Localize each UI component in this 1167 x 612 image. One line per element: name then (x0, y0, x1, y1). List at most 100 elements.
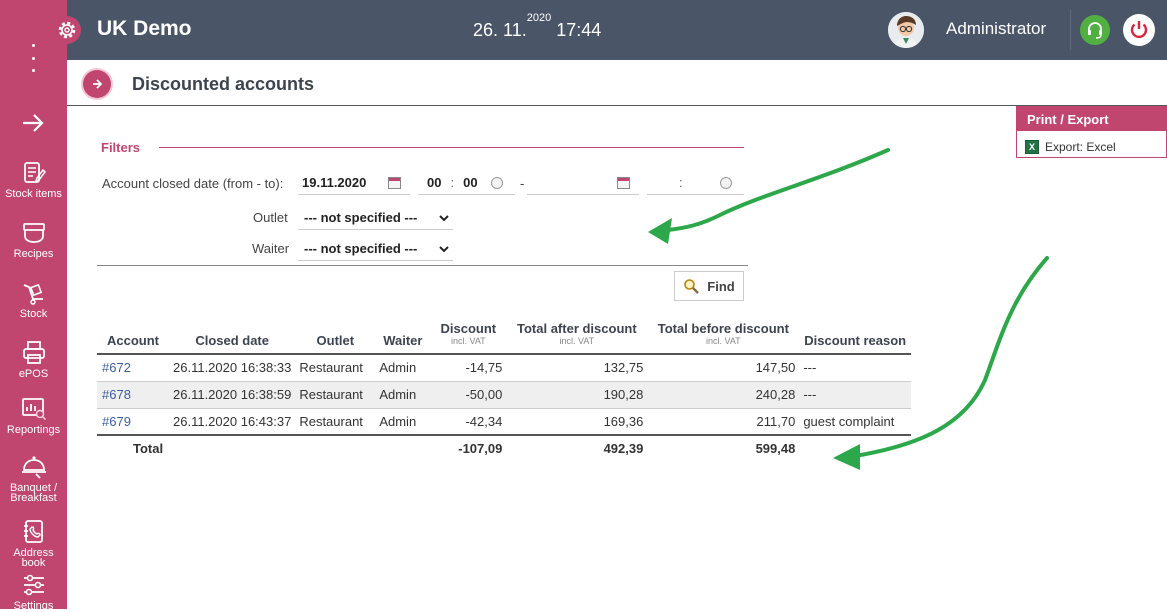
before-header-sub: incl. VAT (705, 336, 741, 346)
find-label: Find (707, 278, 735, 294)
magnifier-icon (684, 279, 700, 294)
date-to-input[interactable] (527, 171, 639, 195)
export-excel-button[interactable]: X Export: Excel (1017, 131, 1166, 157)
col-header-closed-date[interactable]: Closed date (169, 323, 296, 355)
col-header-discount[interactable]: Discount incl. VAT (430, 321, 507, 355)
account-link[interactable]: #678 (97, 381, 169, 409)
total-label: Total (97, 434, 431, 461)
reason-cell: guest complaint (799, 408, 911, 436)
outlet-cell: Restaurant (295, 354, 376, 382)
col-header-discount-reason[interactable]: Discount reason (799, 323, 911, 355)
outlet-label: Outlet (253, 210, 288, 225)
reason-cell: --- (799, 381, 911, 409)
sidebar-item-label: ePOS (18, 368, 49, 380)
expand-sidebar-arrow-icon[interactable] (20, 111, 46, 135)
table-row: #679 26.11.2020 16:43:37 Restaurant Admi… (97, 408, 911, 436)
filters-title: Filters (101, 140, 141, 155)
time-separator: : (679, 175, 683, 190)
col-header-account[interactable]: Account (97, 323, 169, 355)
avatar-illustration-icon (888, 12, 924, 48)
sidebar-item-label: Stock items (5, 188, 62, 200)
time-from-input[interactable]: 00 : 00 (418, 171, 515, 195)
sidebar-item-stock[interactable]: Stock (0, 280, 67, 320)
closed-date-cell: 26.11.2020 16:38:33 (169, 354, 296, 382)
date-from-value: 19.11.2020 (302, 175, 367, 190)
sidebar-item-label: Banquet / Breakfast (9, 482, 58, 504)
outlet-cell: Restaurant (295, 408, 376, 436)
filters-bottom-divider (97, 265, 748, 266)
closed-date-cell: 26.11.2020 16:38:59 (169, 381, 296, 409)
sidebar-item-address-book[interactable]: Address book (0, 519, 67, 569)
avatar[interactable] (888, 12, 924, 48)
logout-button[interactable] (1123, 14, 1155, 46)
discount-cell: -50,00 (430, 381, 507, 409)
sidebar: Stock items Recipes Stock ePOS Reporting… (0, 0, 67, 612)
col-header-waiter[interactable]: Waiter (375, 323, 431, 355)
support-headset-button[interactable] (1080, 15, 1110, 45)
discounted-accounts-table: Account Closed date Outlet Waiter Discou… (97, 321, 911, 461)
sidebar-item-epos[interactable]: ePOS (0, 340, 67, 380)
user-name[interactable]: Administrator (946, 19, 1047, 38)
outlet-select-value: --- not specified --- (304, 210, 418, 225)
table-header-row: Account Closed date Outlet Waiter Discou… (97, 321, 911, 355)
discount-header-label: Discount (440, 321, 497, 336)
total-before-cell: 211,70 (647, 408, 800, 436)
arrow-right-icon (93, 79, 103, 89)
outlet-select[interactable]: --- not specified --- (298, 206, 453, 230)
find-button[interactable]: Find (674, 271, 744, 301)
sidebar-item-recipes[interactable]: Recipes (0, 220, 67, 260)
date-from-input[interactable]: 19.11.2020 (298, 171, 410, 195)
total-after-cell: 132,75 (506, 354, 648, 382)
waiter-label: Waiter (252, 241, 290, 256)
filters-divider (159, 147, 744, 148)
total-discount-cell: -107,09 (430, 434, 507, 461)
total-reason-cell (799, 434, 911, 461)
waiter-select[interactable]: --- not specified --- (298, 237, 453, 261)
discount-cell: -42,34 (430, 408, 507, 436)
discount-header-sub: incl. VAT (450, 336, 486, 346)
chevron-down-icon (439, 214, 449, 221)
after-header-sub: incl. VAT (559, 336, 595, 346)
more-menu-icon[interactable] (26, 44, 40, 72)
account-link[interactable]: #672 (97, 354, 169, 382)
print-export-panel: Print / Export X Export: Excel (1016, 106, 1167, 158)
calendar-icon[interactable] (617, 177, 630, 189)
calendar-icon[interactable] (388, 177, 401, 189)
col-header-total-after[interactable]: Total after discount incl. VAT (506, 322, 648, 355)
excel-icon: X (1025, 140, 1039, 154)
col-header-total-before[interactable]: Total before discount incl. VAT (647, 321, 800, 355)
col-header-outlet[interactable]: Outlet (295, 323, 376, 355)
reportings-icon (21, 398, 46, 421)
print-export-title: Print / Export (1017, 107, 1166, 131)
clock-icon[interactable] (720, 177, 732, 189)
app-title: UK Demo (97, 17, 192, 40)
time-from-minutes: 00 (463, 175, 478, 190)
sidebar-item-stock-items[interactable]: Stock items (0, 160, 67, 200)
table-total-row: Total -107,09 492,39 599,48 (97, 434, 911, 461)
clock-icon[interactable] (491, 177, 503, 189)
discount-cell: -14,75 (430, 354, 507, 382)
table-row: #678 26.11.2020 16:38:59 Restaurant Admi… (97, 381, 911, 409)
chevron-down-icon (439, 245, 449, 252)
sidebar-item-banquet[interactable]: Banquet / Breakfast (0, 450, 67, 504)
settings-gear-button[interactable] (53, 16, 81, 44)
clock-year: 2020 (526, 12, 552, 24)
sidebar-item-label: Settings (13, 600, 54, 612)
outlet-cell: Restaurant (295, 381, 376, 409)
before-header-label: Total before discount (657, 321, 789, 336)
sidebar-item-reportings[interactable]: Reportings (0, 396, 67, 436)
account-link[interactable]: #679 (97, 408, 169, 436)
total-before-cell: 240,28 (647, 381, 800, 409)
address-book-icon (23, 520, 43, 543)
time-to-input[interactable]: : (647, 171, 744, 195)
waiter-select-value: --- not specified --- (304, 241, 418, 256)
total-before-cell: 147,50 (647, 354, 800, 382)
sidebar-item-settings[interactable]: Settings (0, 572, 67, 612)
topbar-divider (1070, 10, 1071, 50)
sidebar-item-label: Recipes (13, 248, 54, 260)
navigate-button[interactable] (83, 70, 111, 98)
sidebar-item-label: Stock (19, 308, 48, 320)
total-after-cell: 190,28 (506, 381, 648, 409)
gear-icon (58, 21, 76, 39)
annotation-arrowhead-filters (648, 218, 672, 244)
